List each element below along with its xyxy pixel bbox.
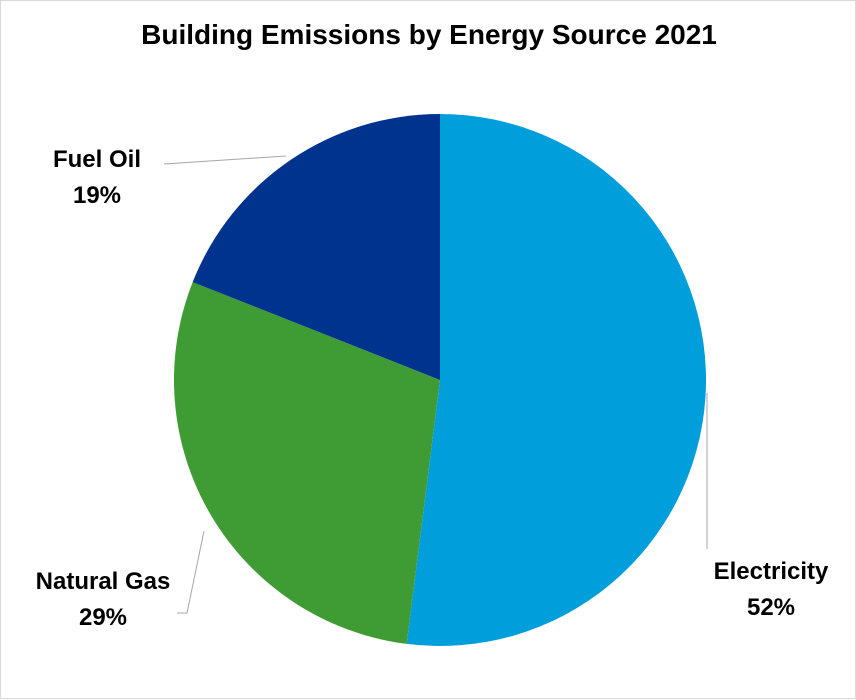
pie-slice-natural-gas <box>173 282 440 644</box>
slice-percent-label: 19% <box>73 182 121 209</box>
chart-title: Building Emissions by Energy Source 2021 <box>141 19 717 50</box>
slice-label-electricity: Electricity 52% <box>714 558 829 621</box>
leader-line-fuel-oil <box>163 155 287 165</box>
pie-slice-fuel-oil <box>192 114 440 380</box>
slice-label-fuel-oil: Fuel Oil 19% <box>53 146 141 209</box>
leader-line-natural-gas <box>177 530 205 614</box>
slice-percent-label: 29% <box>79 604 127 631</box>
leader-lines <box>163 155 708 614</box>
slice-label-natural-gas: Natural Gas 29% <box>36 568 171 631</box>
slice-labels: Electricity 52% Natural Gas 29% Fuel Oil 19% <box>36 146 829 631</box>
slice-category-label: Fuel Oil <box>53 146 141 173</box>
pie-slice-electricity <box>406 114 706 646</box>
slice-category-label: Electricity <box>714 558 829 585</box>
slice-percent-label: 52% <box>747 594 795 621</box>
pie-slices <box>173 114 706 646</box>
slice-category-label: Natural Gas <box>36 568 171 595</box>
